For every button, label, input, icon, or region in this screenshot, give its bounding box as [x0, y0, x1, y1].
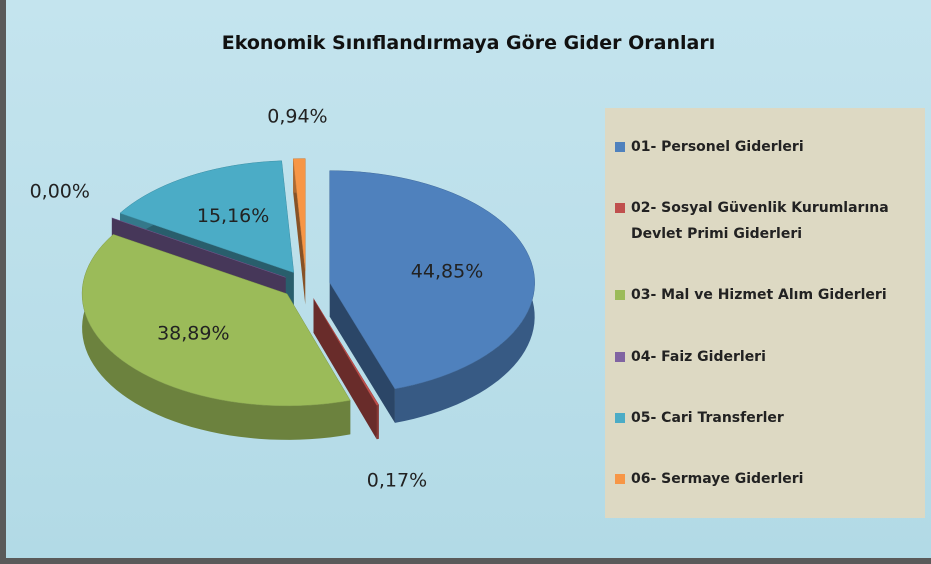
slice [292, 158, 306, 271]
legend-label: 04- Faiz Giderleri [631, 348, 766, 365]
legend: 01- Personel Giderleri 02- Sosyal Güvenli… [605, 108, 925, 518]
slice-side [313, 298, 379, 440]
data-label: 38,89% [157, 322, 229, 344]
legend-swatch [615, 141, 625, 152]
pie: 44,85% 0,17% 38,89% 0,00% 15,16% 0,94% [30, 106, 535, 491]
legend-swatch [615, 202, 625, 213]
data-label: 0,94% [267, 106, 327, 128]
chart-title: Ekonomik Sınıflandırmaya Göre Gider Oran… [221, 32, 716, 54]
slice-wall [293, 158, 306, 305]
legend-swatch [615, 412, 625, 423]
slice [329, 170, 535, 390]
data-label: 0,17% [367, 469, 427, 491]
slice [119, 160, 295, 273]
legend-swatch [615, 351, 625, 362]
data-label: 0,00% [30, 181, 90, 203]
legend-item: 03- Mal ve Hizmet Alım Giderleri [615, 282, 915, 308]
slice-rim [82, 234, 351, 440]
legend-item: 01- Personel Giderleri [615, 134, 915, 160]
legend-item: 02- Sosyal Güvenlik Kurumlarına Devlet P… [615, 195, 915, 247]
data-label: 44,85% [411, 261, 483, 283]
legend-label: 06- Sermaye Giderleri [631, 471, 804, 488]
slice-rim [376, 404, 379, 440]
slice-wall [313, 298, 377, 440]
slice [313, 298, 380, 406]
slice [81, 234, 351, 407]
legend-label: 05- Cari Transferler [631, 409, 784, 426]
legend-swatch [615, 290, 625, 301]
legend-item: 06- Sermaye Giderleri [615, 466, 915, 492]
legend-item: 04- Faiz Giderleri [615, 344, 915, 370]
data-label: 15,16% [197, 205, 269, 227]
legend-label: 02- Sosyal Güvenlik Kurumlarına Devlet P… [631, 199, 889, 242]
legend-item: 05- Cari Transferler [615, 405, 915, 431]
legend-swatch [615, 474, 625, 485]
slice-wall [329, 282, 395, 423]
slice [111, 217, 286, 278]
legend-label: 01- Personel Giderleri [631, 138, 804, 155]
legend-label: 03- Mal ve Hizmet Alım Giderleri [631, 287, 887, 304]
